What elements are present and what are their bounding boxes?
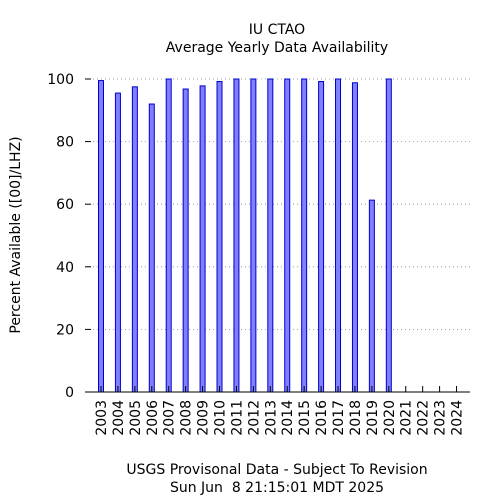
grid-lines [85, 78, 470, 330]
x-tick-label: 2022 [416, 400, 432, 436]
x-tick-label: 2024 [450, 400, 466, 436]
x-tick-label: 2018 [348, 400, 364, 436]
bar-2018 [351, 82, 358, 393]
x-tick-label: 2023 [433, 400, 449, 436]
bar-2009 [199, 85, 206, 393]
bar-2012 [250, 78, 257, 393]
x-tick-label: 2015 [297, 400, 313, 436]
y-tick-label: 100 [47, 72, 74, 88]
x-tick-label: 2008 [179, 400, 195, 436]
x-tick-label: 2010 [213, 400, 229, 436]
bar-2004 [114, 92, 121, 393]
bar-2015 [301, 78, 308, 393]
y-tick-label: 20 [56, 322, 74, 338]
y-tick-label: 60 [56, 197, 74, 213]
x-axis-label: USGS Provisonal Data - Subject To Revisi… [126, 462, 427, 478]
x-tick-label: 2009 [196, 400, 212, 436]
bar-2017 [335, 78, 342, 393]
bar-2008 [182, 88, 189, 393]
x-tick-label: 2004 [111, 400, 127, 436]
y-tick-label: 80 [56, 135, 74, 151]
x-tick-label: 2003 [94, 400, 110, 436]
bar-2006 [148, 103, 155, 393]
x-tick-label: 2007 [162, 400, 178, 436]
y-tick-label: 0 [65, 385, 74, 401]
x-tick-label: 2016 [314, 400, 330, 436]
bar-2016 [318, 81, 325, 393]
bar-2007 [165, 78, 172, 393]
x-tick-label: 2012 [246, 400, 262, 436]
x-tick-label: 2017 [331, 400, 347, 436]
bar-2003 [98, 80, 104, 393]
x-tick-label: 2006 [145, 400, 161, 436]
footer-timestamp: Sun Jun 8 21:15:01 MDT 2025 [170, 480, 384, 496]
bar-2014 [284, 78, 291, 393]
bars [98, 78, 392, 393]
x-tick-label: 2021 [399, 400, 415, 436]
bar-2019 [368, 199, 375, 393]
y-axis-ticks: 0 20 40 60 80 100 [47, 72, 91, 401]
chart-subtitle: Average Yearly Data Availability [166, 40, 388, 56]
x-tick-label: 2013 [263, 400, 279, 436]
bar-2013 [267, 78, 274, 393]
x-tick-label: 2011 [229, 400, 245, 436]
bar-2005 [131, 86, 138, 393]
y-tick-label: 40 [56, 260, 74, 276]
bar-2011 [233, 78, 240, 393]
bar-2010 [216, 81, 223, 393]
chart-title: IU CTAO [249, 22, 305, 38]
x-axis-ticks: 2003 2004 2005 2006 2007 2008 2009 2010 2011 2012… [94, 386, 466, 436]
x-tick-label: 2014 [280, 400, 296, 436]
x-tick-label: 2020 [382, 400, 398, 436]
x-tick-label: 2005 [128, 400, 144, 436]
bar-2020 [385, 78, 392, 393]
y-axis-label: Percent Available ([00]/LHZ) [8, 136, 24, 333]
x-tick-label: 2019 [365, 400, 381, 436]
